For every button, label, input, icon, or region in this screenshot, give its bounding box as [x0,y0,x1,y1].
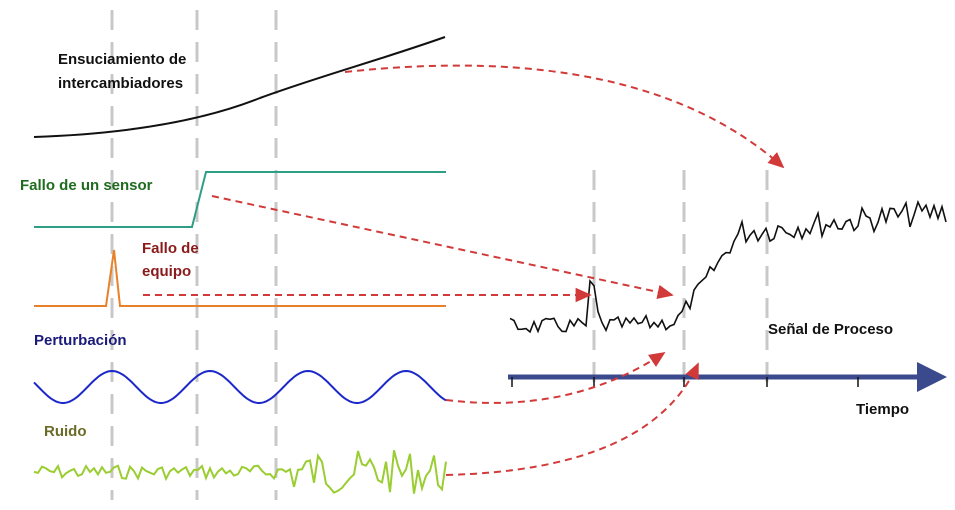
cause-arrows [143,64,785,476]
process-signal [509,199,947,334]
equipment-fault-spike [34,249,446,307]
time-axis [508,362,947,392]
label-process-signal: Señal de Proceso [768,321,893,338]
disturbance-wave [33,369,447,404]
label-noise: Ruido [44,423,87,440]
sensor-fault-step [34,171,446,228]
arrow-disturbance [445,352,666,404]
label-time-axis: Tiempo [856,401,909,418]
fouling-curve [33,36,446,138]
label-equipment-fault-line2: equipo [142,263,191,280]
arrow-sensor-fault [211,195,674,300]
label-equipment-fault-line1: Fallo de [142,240,199,257]
label-fouling-line1: Ensuciamiento de [58,51,186,68]
label-sensor-fault: Fallo de un sensor [20,177,153,194]
label-fouling-line2: intercambiadores [58,75,183,92]
right-guide-lines [592,170,769,390]
label-disturbance: Perturbación [34,332,127,349]
arrow-noise [445,362,699,476]
noise-trace [33,450,447,494]
arrow-fouling [344,64,785,169]
